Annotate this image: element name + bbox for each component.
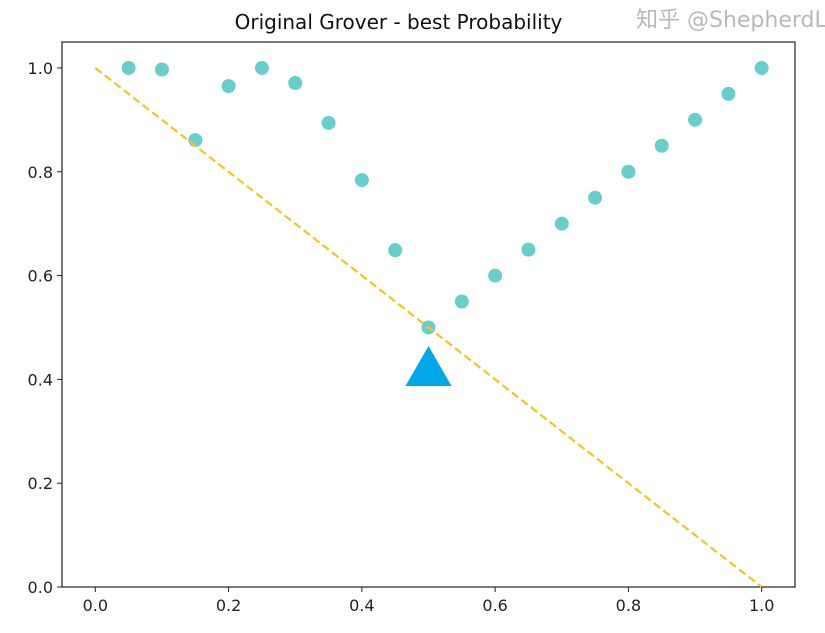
- data-point: [554, 216, 569, 231]
- x-tick-label: 0.2: [216, 596, 241, 615]
- triangle-marker: [405, 346, 452, 386]
- data-point: [121, 60, 136, 75]
- data-point: [654, 138, 669, 153]
- x-tick-label: 1.0: [749, 596, 774, 615]
- x-tick-label: 0.6: [482, 596, 507, 615]
- x-tick-label: 0.0: [83, 596, 108, 615]
- data-point: [521, 242, 536, 257]
- data-point: [154, 62, 169, 77]
- chart-title: Original Grover - best Probability: [235, 10, 563, 34]
- y-tick-label: 0.8: [28, 163, 53, 182]
- plot-frame: [61, 41, 796, 588]
- data-point: [221, 79, 236, 94]
- y-tick-label: 0.4: [28, 370, 53, 389]
- data-point: [488, 268, 503, 283]
- data-point: [288, 76, 303, 91]
- data-point: [688, 112, 703, 127]
- y-tick-label: 0.6: [28, 267, 53, 286]
- y-tick-label: 0.0: [28, 578, 53, 597]
- data-point: [388, 243, 403, 258]
- data-point: [254, 60, 269, 75]
- x-tick-label: 0.8: [616, 596, 641, 615]
- data-point: [621, 164, 636, 179]
- data-point: [754, 60, 769, 75]
- x-tick-label: 0.4: [349, 596, 374, 615]
- data-point: [321, 115, 336, 130]
- data-point: [588, 190, 603, 205]
- data-point: [354, 173, 369, 188]
- data-point: [454, 294, 469, 309]
- watermark: 知乎 @ShepherdL: [636, 8, 825, 33]
- dashed-line: [94, 67, 763, 588]
- y-tick-label: 0.2: [28, 474, 53, 493]
- data-point: [721, 86, 736, 101]
- y-tick-label: 1.0: [28, 59, 53, 78]
